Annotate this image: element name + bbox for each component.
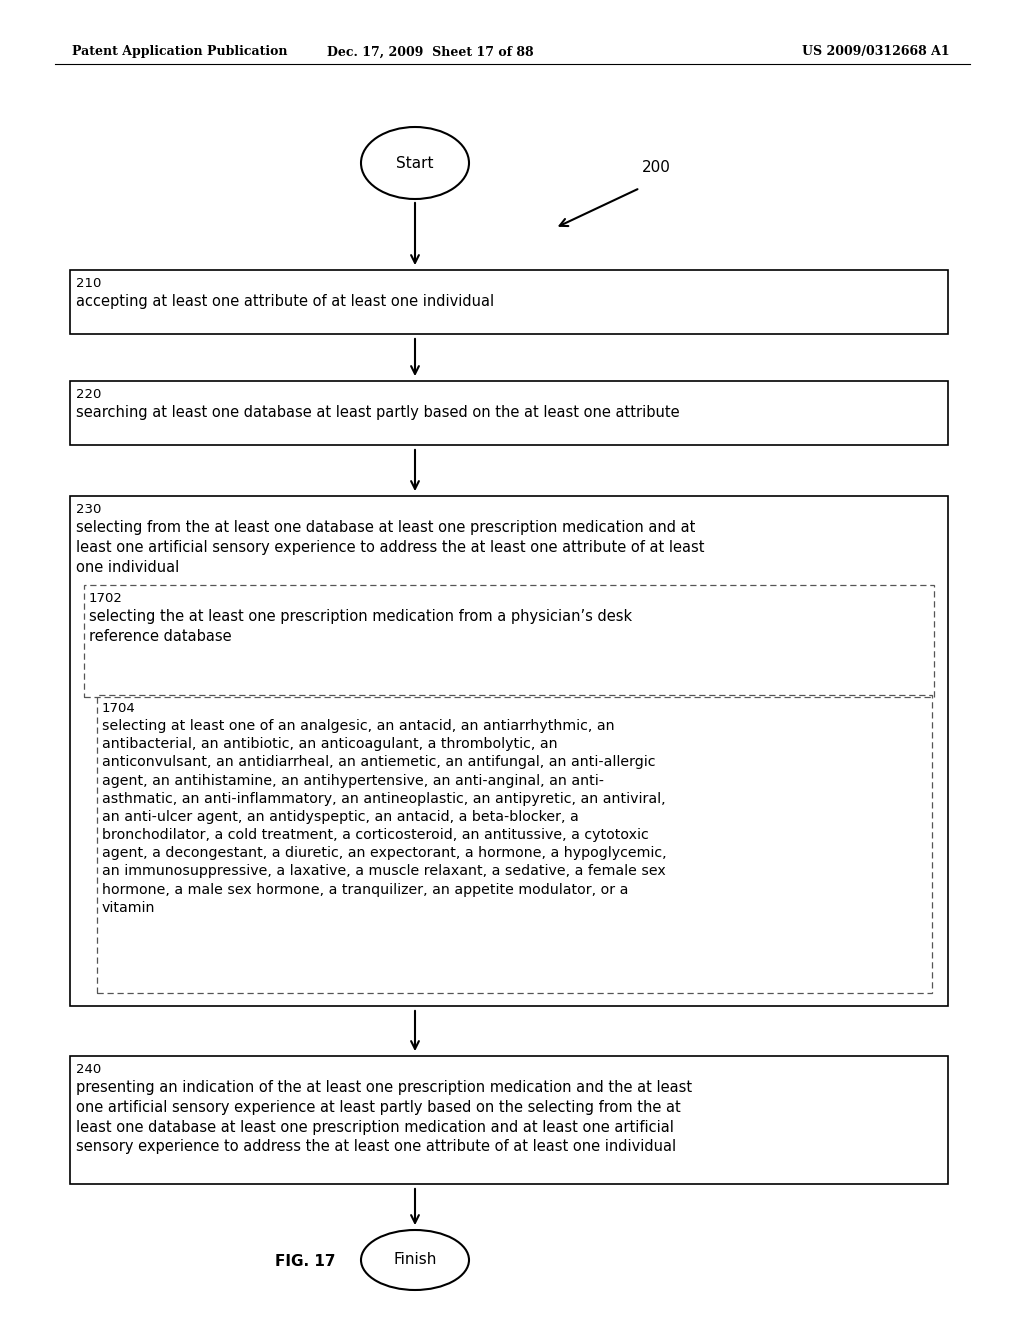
Text: US 2009/0312668 A1: US 2009/0312668 A1	[803, 45, 950, 58]
Text: 240: 240	[76, 1063, 101, 1076]
Text: Dec. 17, 2009  Sheet 17 of 88: Dec. 17, 2009 Sheet 17 of 88	[327, 45, 534, 58]
Text: FIG. 17: FIG. 17	[274, 1254, 335, 1270]
Text: 210: 210	[76, 277, 101, 290]
Text: 1704: 1704	[102, 702, 136, 715]
Text: Patent Application Publication: Patent Application Publication	[72, 45, 288, 58]
Text: accepting at least one attribute of at least one individual: accepting at least one attribute of at l…	[76, 294, 495, 309]
Text: 1702: 1702	[89, 591, 123, 605]
Text: selecting at least one of an analgesic, an antacid, an antiarrhythmic, an
antiba: selecting at least one of an analgesic, …	[102, 719, 667, 915]
Text: presenting an indication of the at least one prescription medication and the at : presenting an indication of the at least…	[76, 1080, 692, 1155]
Text: Start: Start	[396, 156, 434, 170]
Text: selecting the at least one prescription medication from a physician’s desk
refer: selecting the at least one prescription …	[89, 609, 632, 644]
Text: selecting from the at least one database at least one prescription medication an: selecting from the at least one database…	[76, 520, 705, 574]
Text: 200: 200	[642, 161, 671, 176]
Text: searching at least one database at least partly based on the at least one attrib: searching at least one database at least…	[76, 405, 680, 420]
Text: 220: 220	[76, 388, 101, 401]
Text: Finish: Finish	[393, 1253, 436, 1267]
Text: 230: 230	[76, 503, 101, 516]
